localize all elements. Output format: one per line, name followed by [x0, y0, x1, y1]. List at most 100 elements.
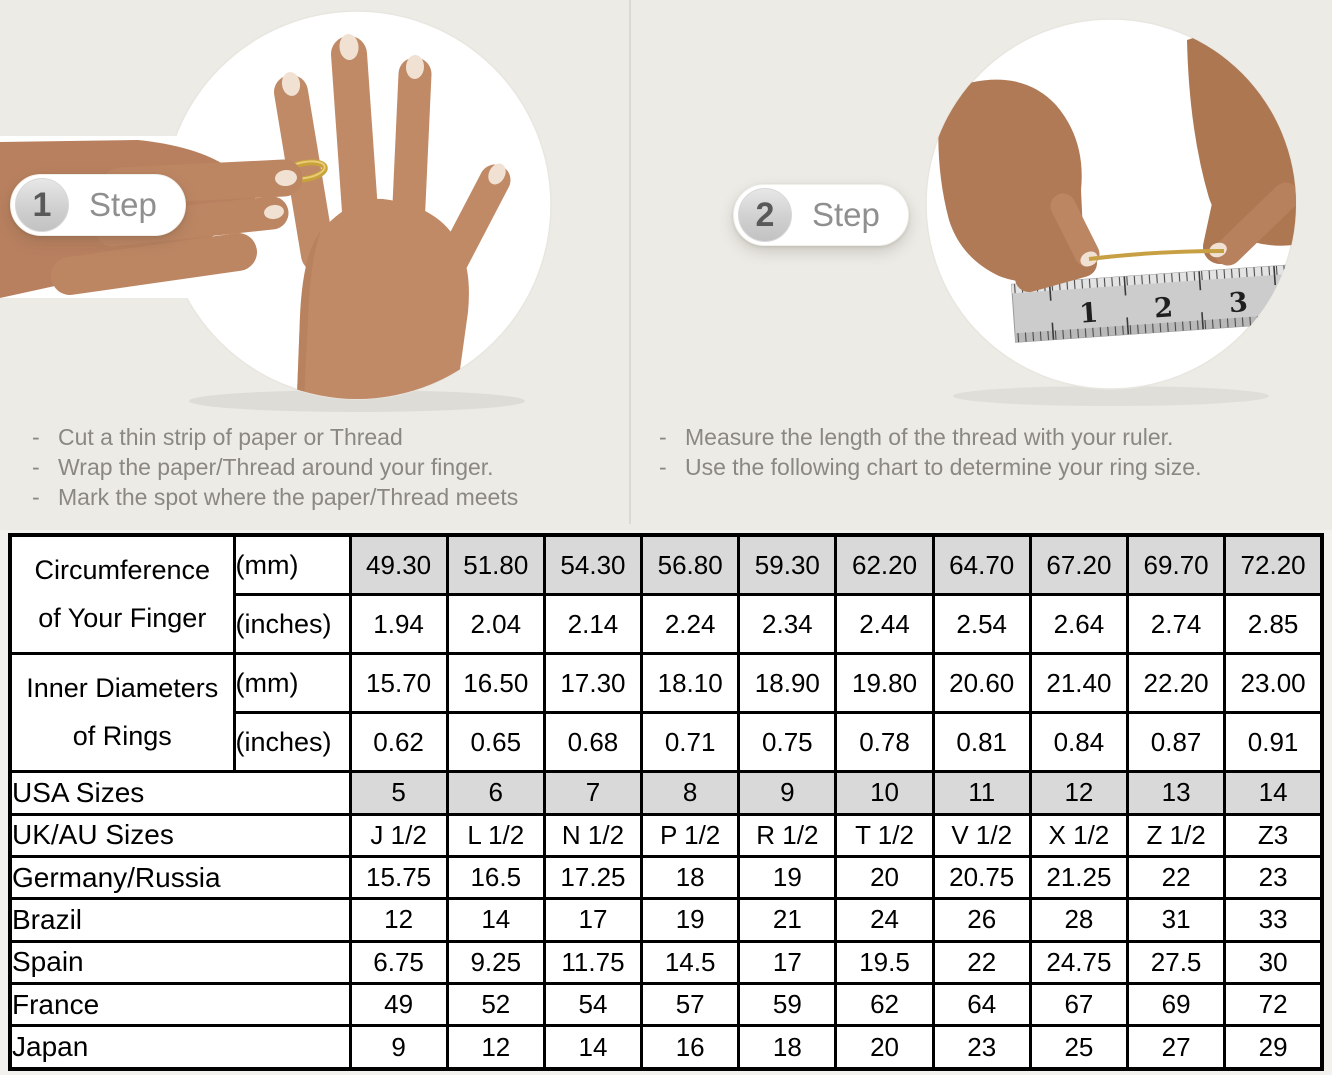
- value-cell: 56.80: [640, 533, 741, 597]
- ruler-number: 2: [1153, 292, 1174, 324]
- step-number: 1: [32, 185, 52, 224]
- table-row: (inches) 1.94 2.04 2.14 2.24 2.34 2.44 2…: [10, 593, 1324, 656]
- instruction-line: - Use the following chart to determine y…: [659, 452, 1201, 482]
- value-cell: 20.60: [931, 652, 1032, 715]
- step1-instructions: - Cut a thin strip of paper or Thread - …: [32, 422, 518, 512]
- value-cell: 72: [1223, 982, 1324, 1028]
- value-cell: 16: [640, 1024, 741, 1071]
- value-cell: 18.10: [640, 652, 741, 715]
- value-cell: 12: [1028, 770, 1130, 816]
- value-cell: 22.20: [1125, 652, 1227, 715]
- value-cell: 2.54: [931, 593, 1032, 656]
- value-cell: 57: [640, 982, 741, 1028]
- value-cell: 14: [1223, 770, 1324, 816]
- value-cell: 20.75: [931, 854, 1032, 901]
- bullet-dash: -: [32, 454, 40, 480]
- table-row: Germany/Russia 15.75 16.5 17.25 18 19 20…: [8, 854, 1324, 901]
- step2-instructions: - Measure the length of the thread with …: [659, 422, 1201, 482]
- value-cell: 59: [737, 982, 838, 1028]
- row-label-brazil: Brazil: [8, 897, 352, 943]
- table-row: France 49 52 54 57 59 62 64 67 69 72: [8, 982, 1324, 1028]
- value-cell: V 1/2: [931, 812, 1032, 858]
- value-cell: 2.44: [834, 593, 935, 656]
- step2-badge: 2 Step: [733, 184, 909, 246]
- main-hand: [274, 34, 511, 399]
- value-cell: 19.80: [834, 652, 935, 715]
- value-cell: 8: [640, 770, 741, 816]
- value-cell: 69: [1125, 982, 1227, 1028]
- steps-section: 1 Step - Cut a thin strip of paper or Th…: [0, 0, 1332, 530]
- value-cell: 67: [1028, 982, 1130, 1028]
- value-cell: 19: [737, 854, 838, 901]
- value-cell: 72.20: [1223, 533, 1324, 597]
- group-label-inner-diameters: Inner Diameters of Rings: [8, 652, 236, 774]
- value-cell: 29: [1223, 1024, 1324, 1071]
- row-label-france: France: [8, 982, 352, 1028]
- instruction-text: Wrap the paper/Thread around your finger…: [58, 454, 494, 480]
- value-cell: 6.75: [348, 939, 449, 986]
- ruler: 1 2 3: [1011, 262, 1296, 343]
- bullet-dash: -: [32, 484, 40, 510]
- value-cell: 22: [1125, 854, 1227, 901]
- table-row: Circumference of Your Finger (mm) 49.30 …: [8, 533, 1324, 656]
- value-cell: 0.91: [1223, 711, 1324, 774]
- value-cell: 2.14: [542, 593, 644, 656]
- value-cell: 14: [542, 1024, 644, 1071]
- table-row: Inner Diameters of Rings (mm) 15.70 16.5…: [8, 652, 1324, 774]
- value-cell: 26: [931, 897, 1032, 943]
- value-cell: 62: [834, 982, 935, 1028]
- row-label-uk-au-sizes: UK/AU Sizes: [8, 812, 352, 858]
- value-cell: 9: [737, 770, 838, 816]
- value-cell: 27.5: [1125, 939, 1227, 986]
- value-cell: 14: [445, 897, 546, 943]
- value-cell: 12: [348, 897, 449, 943]
- value-cell: 59.30: [737, 533, 838, 597]
- value-cell: 6: [445, 770, 546, 816]
- step-label: Step: [89, 186, 157, 223]
- value-cell: 2.64: [1028, 593, 1130, 656]
- row-label-germany-russia: Germany/Russia: [8, 854, 352, 901]
- value-cell: 0.62: [348, 711, 449, 774]
- bullet-dash: -: [32, 424, 40, 450]
- step-number-circle: 1: [15, 178, 69, 232]
- value-cell: 67.20: [1028, 533, 1130, 597]
- step1-badge: 1 Step: [10, 174, 186, 236]
- value-cell: 20: [834, 854, 935, 901]
- ring-size-chart-section: Circumference of Your Finger (mm) 49.30 …: [0, 530, 1332, 1075]
- value-cell: 24: [834, 897, 935, 943]
- value-cell: 15.70: [348, 652, 449, 715]
- value-cell: J 1/2: [348, 812, 449, 858]
- row-label-spain: Spain: [8, 939, 352, 986]
- value-cell: 69.70: [1125, 533, 1227, 597]
- step-label: Step: [812, 196, 880, 233]
- value-cell: 25: [1028, 1024, 1130, 1071]
- step2-panel: 1 2 3: [631, 0, 1332, 530]
- value-cell: 13: [1125, 770, 1227, 816]
- table-row: Japan 9 12 14 16 18 20 23 25 27 29: [8, 1024, 1324, 1071]
- bullet-dash: -: [659, 424, 667, 450]
- value-cell: 14.5: [640, 939, 741, 986]
- group-label-circumference: Circumference of Your Finger: [8, 533, 236, 656]
- value-cell: 15.75: [348, 854, 449, 901]
- unit-cell: (mm): [232, 652, 352, 715]
- value-cell: 21.25: [1028, 854, 1130, 901]
- value-cell: R 1/2: [737, 812, 838, 858]
- value-cell: 1.94: [348, 593, 449, 656]
- value-cell: 10: [834, 770, 935, 816]
- value-cell: 2.04: [445, 593, 546, 656]
- value-cell: 22: [931, 939, 1032, 986]
- step2-photo: 1 2 3: [925, 18, 1297, 406]
- value-cell: 51.80: [445, 533, 546, 597]
- instruction-text: Mark the spot where the paper/Thread mee…: [58, 484, 519, 510]
- value-cell: 49: [348, 982, 449, 1028]
- value-cell: 0.78: [834, 711, 935, 774]
- value-cell: 2.24: [640, 593, 741, 656]
- value-cell: 27: [1125, 1024, 1227, 1071]
- value-cell: 11.75: [542, 939, 644, 986]
- value-cell: 9.25: [445, 939, 546, 986]
- value-cell: 0.65: [445, 711, 546, 774]
- value-cell: 11: [931, 770, 1032, 816]
- value-cell: N 1/2: [542, 812, 644, 858]
- value-cell: 17: [542, 897, 644, 943]
- value-cell: 0.87: [1125, 711, 1227, 774]
